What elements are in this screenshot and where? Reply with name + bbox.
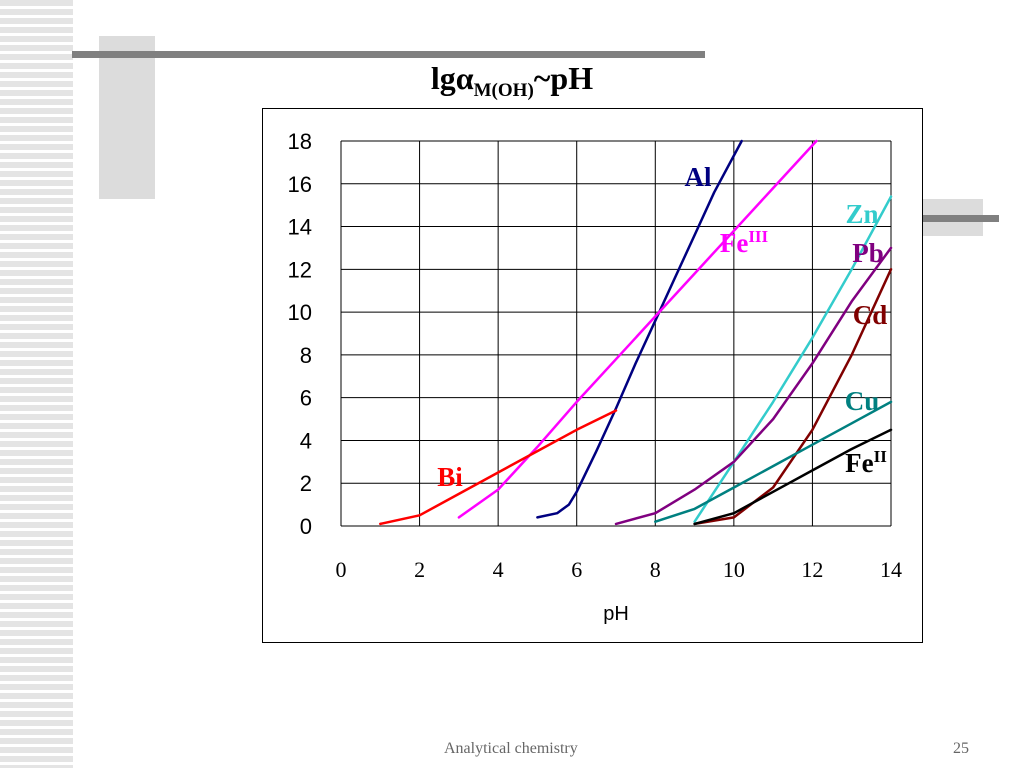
series-label-bi: Bi [437,462,463,492]
series-line-zn [693,195,893,523]
series-line-cd [693,268,893,526]
y-tick-label: 12 [288,257,312,282]
x-tick-label: 6 [571,557,582,582]
y-tick-label: 8 [300,343,312,368]
footer-course-title: Analytical chemistry [444,740,578,757]
series-line-fe-ii [693,428,893,526]
x-tick-label: 4 [493,557,504,582]
series-line-pb [614,246,893,526]
y-tick-label: 16 [288,172,312,197]
series-label-fe-iii: FeIII [720,227,769,258]
series-label-fe-ii: FeII [845,447,887,478]
footer-page-number: 25 [953,740,969,757]
series-line-bi [379,409,618,526]
series-line-al [536,139,743,519]
x-tick-label: 0 [336,557,347,582]
x-tick-label: 12 [801,557,823,582]
series-label-cd: Cd [853,300,888,330]
x-axis-label: pH [603,603,629,625]
y-tick-label: 0 [300,514,312,539]
y-tick-label: 14 [288,215,312,240]
series-label-zn: Zn [845,199,878,229]
y-tick-label: 18 [288,129,312,154]
y-tick-label: 10 [288,300,312,325]
series-label-cu: Cu [845,386,880,416]
slide-title-main: lgα [430,60,474,96]
x-tick-label: 14 [880,557,902,582]
decorative-block-left [99,36,155,199]
slide-title-tail: ~pH [533,60,594,96]
y-tick-label: 6 [300,386,312,411]
x-tick-label: 10 [723,557,745,582]
y-tick-label: 4 [300,428,312,453]
decorative-bar-right [923,215,999,222]
series-line-cu [654,400,893,523]
decorative-stripes [0,0,73,768]
x-tick-label: 8 [650,557,661,582]
series-line-fe-iii [457,139,818,519]
series-label-al: Al [685,162,712,192]
y-tick-label: 2 [300,471,312,496]
x-tick-label: 2 [414,557,425,582]
slide-title: lgαM(OH)~pH [0,60,1024,102]
decorative-bar-top [72,51,705,58]
series-label-pb: Pb [852,238,884,268]
slide-title-subscript: M(OH) [473,80,534,101]
